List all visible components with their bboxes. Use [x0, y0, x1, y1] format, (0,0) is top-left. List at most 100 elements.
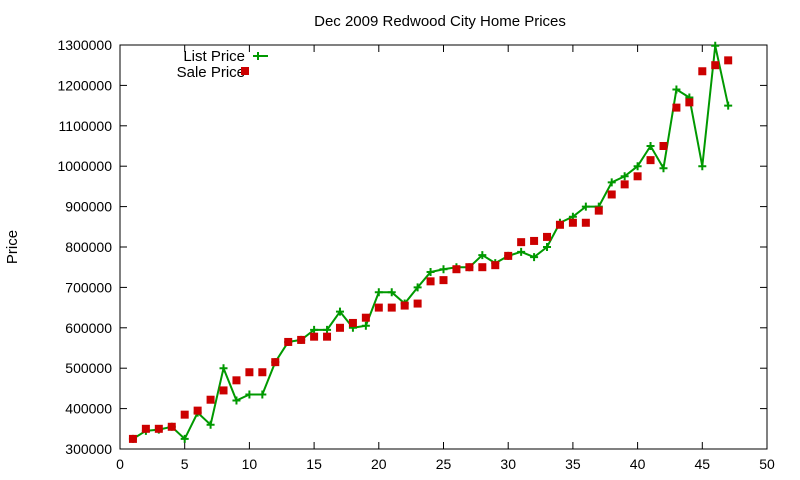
y-tick-label: 1100000: [59, 118, 113, 134]
sale-price-point: [361, 313, 370, 322]
list-price-point: [374, 288, 383, 297]
x-tick-label: 40: [630, 456, 646, 472]
sale-price-point: [232, 376, 241, 385]
list-price-point: [387, 288, 396, 297]
sale-price-point: [128, 434, 137, 443]
y-tick-label: 800000: [65, 239, 112, 255]
sale-price-point: [348, 318, 357, 327]
sale-price-point: [452, 265, 461, 274]
sale-price-point: [672, 103, 681, 112]
list-price-point: [361, 321, 370, 330]
list-price-point: [219, 364, 228, 373]
y-tick-label: 300000: [65, 441, 112, 457]
list-price-point: [232, 396, 241, 405]
sale-price-point: [517, 238, 526, 247]
x-tick-label: 45: [695, 456, 711, 472]
axis-ticks: 0 5 10 15 20 25 30 35 40 45 50 300000 400000 500000 60…: [57, 37, 775, 472]
series-layer: [128, 41, 733, 443]
x-tick-label: 0: [116, 456, 124, 472]
sale-price-point: [607, 190, 616, 199]
sale-price-point: [685, 98, 694, 107]
list-price-point: [646, 142, 655, 150]
sale-price-point: [633, 172, 642, 181]
list-price-point: [335, 307, 344, 316]
sale-price-point: [555, 220, 564, 229]
sale-price-point: [141, 424, 150, 433]
list-price-point: [659, 164, 668, 173]
sale-price-point: [206, 395, 215, 404]
sale-price-point: [271, 358, 280, 367]
sale-price-point: [219, 386, 228, 395]
sale-price-point: [465, 263, 474, 272]
x-tick-label: 50: [759, 456, 775, 472]
x-tick-label: 5: [181, 456, 189, 472]
sale-price-point: [646, 156, 655, 165]
list-price-line: [132, 45, 730, 441]
legend-marker-sale-price: [241, 67, 249, 75]
list-price-point: [478, 251, 487, 260]
sale-price-point: [620, 180, 629, 189]
legend-label-sale-price: Sale Price: [177, 64, 245, 81]
list-price-point: [206, 420, 215, 429]
list-price-point: [439, 265, 448, 274]
sale-price-point: [193, 406, 202, 415]
list-price-point: [258, 390, 267, 399]
sale-price-point: [594, 206, 603, 215]
sale-price-point: [180, 410, 189, 419]
x-tick-label: 30: [500, 456, 516, 472]
list-price-point: [607, 178, 616, 187]
y-tick-label: 1200000: [57, 77, 112, 93]
list-price-point: [633, 162, 642, 171]
list-price-point: [426, 268, 435, 277]
x-tick-label: 20: [371, 456, 387, 472]
list-price-point: [310, 325, 319, 334]
x-tick-label: 15: [306, 456, 322, 472]
y-axis-label: Price: [4, 230, 21, 264]
y-tick-label: 900000: [65, 199, 112, 215]
y-tick-label: 700000: [65, 279, 112, 295]
list-price-point: [724, 101, 733, 110]
y-tick-label: 1000000: [57, 158, 112, 174]
x-tick-label: 35: [565, 456, 581, 472]
sale-price-point: [568, 218, 577, 227]
sale-price-point: [543, 232, 552, 241]
sale-price-point: [154, 424, 163, 433]
y-tick-label: 600000: [65, 320, 112, 336]
legend-label-list-price: List Price: [183, 48, 245, 65]
legend-marker-list-price: [254, 52, 262, 60]
y-tick-label: 500000: [65, 360, 112, 376]
list-price-point: [711, 41, 720, 50]
sale-price-point: [711, 61, 720, 70]
sale-price-point: [400, 301, 409, 310]
y-tick-label: 400000: [65, 401, 112, 417]
y-tick-label: 1300000: [57, 37, 112, 53]
sale-price-point: [374, 303, 383, 312]
sale-price-point: [491, 261, 500, 270]
sale-price-point: [258, 368, 267, 377]
sale-price-point: [335, 323, 344, 332]
sale-price-point: [581, 218, 590, 227]
sale-price-point: [297, 335, 306, 344]
sale-price-point: [426, 277, 435, 286]
sale-price-point: [167, 422, 176, 431]
sale-price-point: [478, 263, 487, 272]
sale-price-point: [504, 251, 513, 260]
list-price-point: [180, 434, 189, 443]
sale-price-point: [724, 56, 733, 65]
plot-frame: [119, 44, 768, 450]
list-price-point: [698, 162, 707, 171]
x-tick-label: 10: [242, 456, 258, 472]
list-price-point: [413, 283, 422, 292]
sale-price-point: [698, 67, 707, 76]
sale-price-point: [310, 332, 319, 341]
sale-price-point: [245, 368, 254, 377]
list-price-point: [543, 243, 552, 251]
list-price-point: [581, 202, 590, 211]
list-price-point: [620, 172, 629, 181]
sale-price-point: [530, 236, 539, 245]
x-tick-label: 25: [436, 456, 452, 472]
sale-price-point: [284, 337, 293, 346]
sale-price-point: [323, 332, 332, 341]
